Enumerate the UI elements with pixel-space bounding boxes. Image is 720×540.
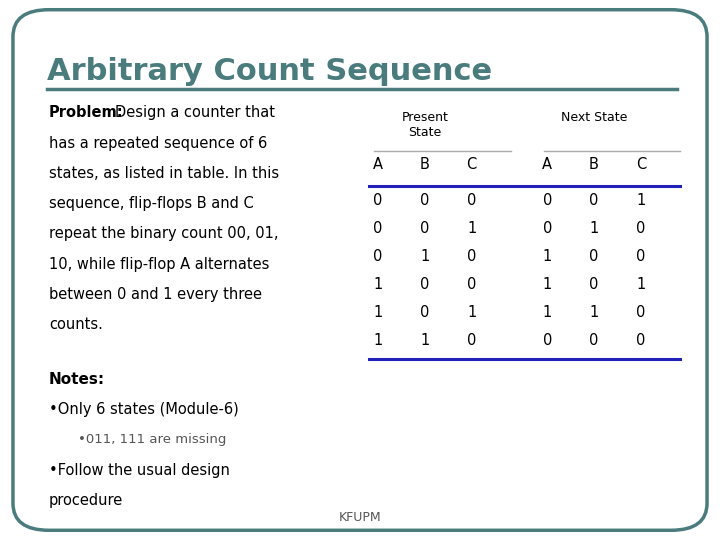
Text: Problem:: Problem: <box>49 105 124 120</box>
Text: 1: 1 <box>543 277 552 292</box>
Text: 0: 0 <box>589 333 599 348</box>
Text: 0: 0 <box>636 249 646 264</box>
Text: 0: 0 <box>420 193 430 208</box>
Text: •Follow the usual design: •Follow the usual design <box>49 463 230 478</box>
Text: 1: 1 <box>543 305 552 320</box>
Text: Notes:: Notes: <box>49 372 105 387</box>
Text: •011, 111 are missing: •011, 111 are missing <box>78 433 226 446</box>
Text: procedure: procedure <box>49 493 123 508</box>
Text: 1: 1 <box>374 333 382 348</box>
Text: 0: 0 <box>373 193 383 208</box>
Text: B: B <box>420 157 430 172</box>
Text: Design a counter that: Design a counter that <box>115 105 275 120</box>
Text: 0: 0 <box>467 249 477 264</box>
Text: Arbitrary Count Sequence: Arbitrary Count Sequence <box>47 57 492 86</box>
Text: 1: 1 <box>420 249 429 264</box>
Text: C: C <box>636 157 646 172</box>
Text: 0: 0 <box>467 193 477 208</box>
Text: Present
State: Present State <box>401 111 449 139</box>
Text: A: A <box>542 157 552 172</box>
Text: 1: 1 <box>590 305 598 320</box>
Text: 1: 1 <box>374 305 382 320</box>
Text: 0: 0 <box>420 277 430 292</box>
Text: has a repeated sequence of 6: has a repeated sequence of 6 <box>49 136 267 151</box>
Text: 1: 1 <box>420 333 429 348</box>
Text: 1: 1 <box>636 193 645 208</box>
Text: between 0 and 1 every three: between 0 and 1 every three <box>49 287 262 302</box>
Text: 0: 0 <box>589 249 599 264</box>
Text: 1: 1 <box>374 277 382 292</box>
FancyBboxPatch shape <box>13 10 707 530</box>
Text: C: C <box>467 157 477 172</box>
Text: 0: 0 <box>542 221 552 236</box>
Text: •Only 6 states (Module-6): •Only 6 states (Module-6) <box>49 402 239 417</box>
Text: 1: 1 <box>590 221 598 236</box>
Text: 1: 1 <box>636 277 645 292</box>
Text: 10, while flip-flop A alternates: 10, while flip-flop A alternates <box>49 256 269 272</box>
Text: 1: 1 <box>467 305 476 320</box>
Text: 0: 0 <box>589 277 599 292</box>
Text: 0: 0 <box>467 333 477 348</box>
Text: 0: 0 <box>636 305 646 320</box>
Text: 0: 0 <box>589 193 599 208</box>
Text: states, as listed in table. In this: states, as listed in table. In this <box>49 166 279 181</box>
Text: 0: 0 <box>636 221 646 236</box>
Text: 0: 0 <box>542 333 552 348</box>
Text: Next State: Next State <box>561 111 627 124</box>
Text: A: A <box>373 157 383 172</box>
Text: B: B <box>589 157 599 172</box>
Text: 1: 1 <box>543 249 552 264</box>
Text: counts.: counts. <box>49 317 103 332</box>
Text: 1: 1 <box>467 221 476 236</box>
Text: 0: 0 <box>636 333 646 348</box>
Text: 0: 0 <box>420 305 430 320</box>
Text: 0: 0 <box>467 277 477 292</box>
Text: repeat the binary count 00, 01,: repeat the binary count 00, 01, <box>49 226 279 241</box>
Text: 0: 0 <box>373 249 383 264</box>
Text: 0: 0 <box>420 221 430 236</box>
Text: 0: 0 <box>373 221 383 236</box>
Text: 0: 0 <box>542 193 552 208</box>
Text: KFUPM: KFUPM <box>338 511 382 524</box>
Text: sequence, flip-flops B and C: sequence, flip-flops B and C <box>49 196 253 211</box>
